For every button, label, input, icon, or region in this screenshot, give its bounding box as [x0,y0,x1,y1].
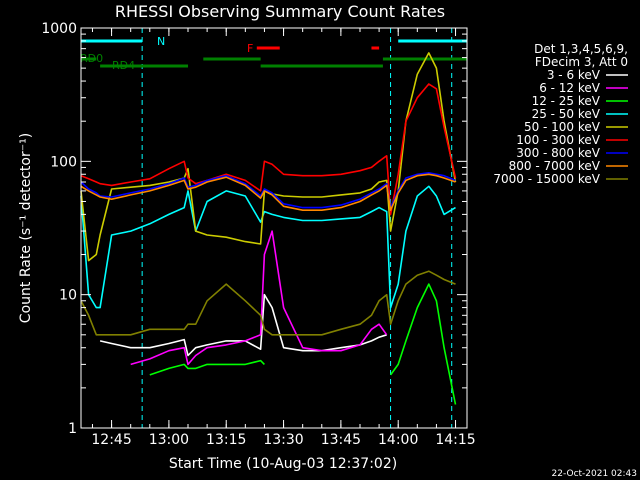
x-axis-label: Start Time (10-Aug-03 12:37:02) [169,456,397,472]
y-tick-label-0: 1 [68,421,77,437]
annotation-label-rd0: RD0 [80,52,103,65]
annotation-label-f: F [247,42,253,55]
series-line-8 [80,270,456,336]
x-tick-label-3: 13:30 [263,432,303,448]
series-line-6 [80,172,456,209]
annotation-label-n: N [157,35,165,48]
x-tick-label-4: 13:45 [321,432,361,448]
x-tick-label-0: 12:45 [91,432,131,448]
series-line-5 [80,83,457,216]
legend-label-5: 100 - 300 keV [516,133,600,147]
plot-frame [80,27,468,429]
legend-header-1: FDecim 3, Att 0 [535,55,628,69]
legend: Det 1,3,4,5,6,9,FDecim 3, Att 03 - 6 keV… [493,42,628,186]
timestamp: 22-Oct-2021 02:43 [552,469,637,479]
annotation-label-rd4: RD4 [112,59,135,72]
y-tick-label-1: 10 [59,288,77,304]
x-tick-label-1: 13:00 [149,432,189,448]
legend-label-7: 800 - 7000 keV [509,159,601,173]
legend-label-4: 50 - 100 keV [524,120,601,134]
plot-area: N F RD0 RD4 [80,28,467,428]
series-line-1 [130,230,388,366]
y-axis-label: Count Rate (s⁻¹ detector⁻¹) [18,133,34,323]
series-line-0 [99,293,387,357]
chart-title: RHESSI Observing Summary Count Rates [115,2,445,21]
legend-label-0: 3 - 6 keV [547,68,601,82]
legend-label-2: 12 - 25 keV [532,94,601,108]
x-tick-label-5: 14:00 [378,432,418,448]
legend-label-1: 6 - 12 keV [539,81,601,95]
legend-label-6: 300 - 800 keV [516,146,600,160]
legend-label-8: 7000 - 15000 keV [493,172,600,186]
y-tick-label-3: 1000 [41,21,77,37]
x-tick-label-6: 14:15 [435,432,475,448]
legend-label-3: 25 - 50 keV [532,107,601,121]
y-tick-label-2: 100 [50,154,77,170]
series-line-7 [80,173,456,211]
series-line-2 [149,283,457,405]
axes: 12:45 13:00 13:15 13:30 13:45 14:00 14:15 1 10 10… [41,21,475,448]
series-line-3 [80,185,456,309]
x-tick-label-2: 13:15 [206,432,246,448]
legend-header-0: Det 1,3,4,5,6,9, [534,42,628,56]
